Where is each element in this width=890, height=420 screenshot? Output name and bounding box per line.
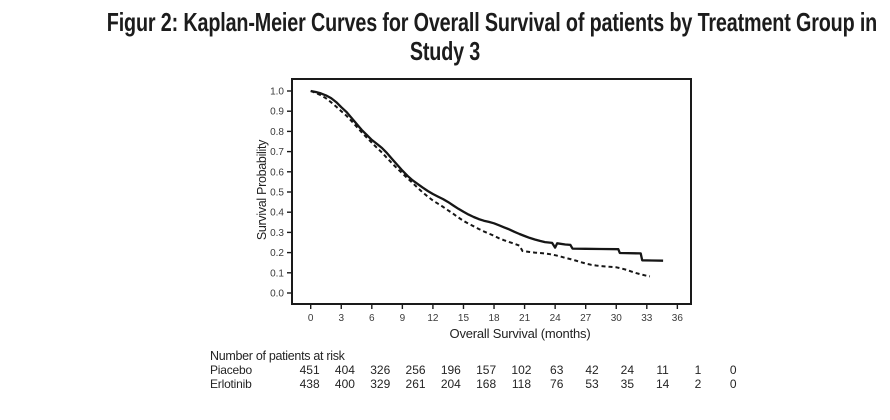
at-risk-count: 400 [334,377,355,391]
at-risk-row: Erlotinib 438 400 329 261 204 168 118 76 53 35 14 2 0 [210,378,751,392]
at-risk-count: 157 [476,363,497,377]
y-tick-label: 0.9 [270,107,284,118]
x-tick-label: 18 [488,313,500,324]
at-risk-count: 0 [729,377,737,391]
at-risk-count: 1 [694,363,702,377]
at-risk-count: 2 [694,377,702,391]
at-risk-count: 256 [405,363,426,377]
at-risk-count: 196 [440,363,461,377]
x-tick-label: 21 [519,313,531,324]
x-axis-label: Overall Survival (months) [449,326,591,341]
y-tick-label: 0.0 [270,289,284,300]
x-tick-label: 30 [611,313,623,324]
at-risk-count: 42 [585,363,599,377]
y-tick-label: 0.3 [270,228,284,239]
x-tick-label: 27 [580,313,592,324]
km-survival-plot: 1.00.90.80.70.60.50.40.30.20.10.00 3 6 9 12 1… [270,78,692,324]
at-risk-count: 0 [729,363,737,377]
at-risk-count: 24 [620,363,634,377]
x-tick-label: 6 [369,313,375,324]
at-risk-count: 451 [299,363,320,377]
solid-curve [310,89,664,262]
x-tick-label: 33 [641,313,653,324]
at-risk-count: 326 [370,363,391,377]
y-tick-label: 0.8 [270,127,284,138]
y-tick-label: 0.6 [270,167,284,178]
y-axis-label: Survival Probability [255,139,269,241]
at-risk-count: 11 [656,363,669,377]
at-risk-count: 118 [511,377,531,391]
x-tick-label: 0 [308,313,314,324]
y-tick-label: 1.0 [270,87,284,98]
at-risk-count: 168 [476,377,497,391]
plot-frame [291,78,692,305]
at-risk-table-header: Number of patients at risk [210,349,345,363]
at-risk-count: 63 [550,363,564,377]
x-tick-label: 24 [550,313,562,324]
at-risk-count: 261 [405,377,426,391]
y-tick-label: 0.4 [270,208,284,219]
figure-title-line1: Figur 2: Kaplan-Meier Curves for Overall… [106,7,878,37]
at-risk-count: 35 [620,377,634,391]
at-risk-count: 53 [585,377,599,391]
at-risk-count: 329 [370,377,391,391]
at-risk-table: Piacebo 451 404 326 256 196 157 102 63 42 24 11 1 0 Er… [210,364,751,392]
y-tick-label: 0.5 [270,188,284,199]
at-risk-count: 204 [440,377,461,391]
at-risk-count: 102 [511,363,532,377]
y-tick-label: 0.2 [270,248,284,259]
y-tick-label: 0.7 [270,147,284,158]
at-risk-row: Piacebo 451 404 326 256 196 157 102 63 42 24 11 1 0 [210,364,751,378]
figure-title: Figur 2: Kaplan-Meier Curves for Overall… [0,8,890,66]
at-risk-count: 76 [550,377,564,391]
at-risk-count: 404 [334,363,355,377]
at-risk-row-label: Erlotinib [210,377,252,391]
y-tick-label: 0.1 [270,268,284,279]
x-tick-label: 9 [400,313,406,324]
x-tick-label: 15 [458,313,470,324]
x-tick-label: 12 [427,313,439,324]
dashed-curve [310,90,651,278]
x-tick-label: 36 [672,313,684,324]
at-risk-count: 438 [299,377,320,391]
figure-title-line2: Study 3 [409,36,481,66]
at-risk-count: 14 [655,377,670,391]
x-tick-label: 3 [338,313,344,324]
at-risk-row-label: Piacebo [210,363,252,377]
